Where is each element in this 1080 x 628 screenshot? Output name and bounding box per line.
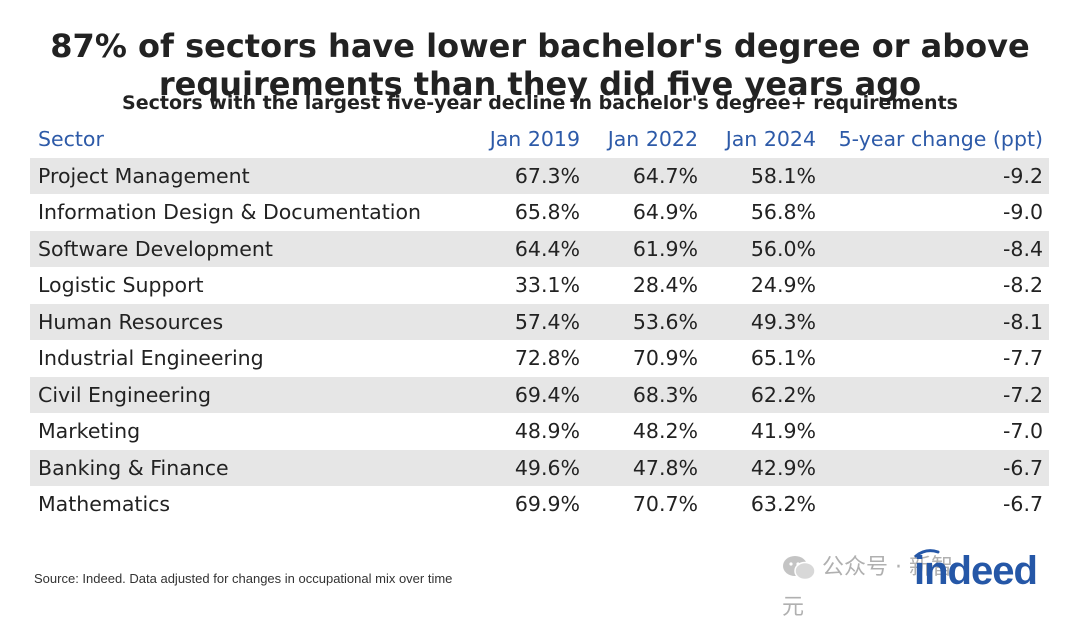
- cell-jan-2022: 48.2%: [632, 419, 698, 444]
- cell-jan-2022: 28.4%: [632, 273, 698, 298]
- chart-subtitle: Sectors with the largest five-year decli…: [122, 92, 958, 114]
- cell-jan-2019: 69.9%: [514, 492, 580, 517]
- cell-5-year-change: -8.2: [1003, 273, 1043, 298]
- cell-jan-2024: 41.9%: [750, 419, 816, 444]
- cell-5-year-change: -7.0: [1003, 419, 1043, 444]
- cell-5-year-change: -6.7: [816, 449, 1049, 486]
- cell-5-year-change: -8.4: [816, 230, 1049, 267]
- cell-jan-2022: 64.9%: [632, 200, 698, 225]
- sector-table: Sector Jan 2019 Jan 2022 Jan 2024 5-year…: [30, 121, 1049, 523]
- cell-jan-2019: 69.4%: [460, 376, 580, 413]
- cell-jan-2024: 63.2%: [750, 492, 816, 517]
- wechat-icon: [783, 556, 816, 581]
- cell-5-year-change: -6.7: [1003, 492, 1043, 517]
- cell-sector: Logistic Support: [38, 273, 204, 298]
- table-row: Information Design & Documentation 65.8% 6…: [30, 194, 1049, 231]
- cell-jan-2024: 24.9%: [750, 273, 816, 298]
- column-header-5-year-change: 5-year change (ppt): [838, 127, 1043, 152]
- cell-jan-2024: 56.8%: [750, 200, 816, 225]
- cell-jan-2022: 70.9%: [632, 346, 698, 371]
- table-row: Logistic Support 33.1% 28.4% 24.9% -8.2: [30, 267, 1049, 304]
- cell-jan-2019: 48.9%: [514, 419, 580, 444]
- cell-jan-2019: 72.8%: [514, 346, 580, 371]
- table-body: Project Management 67.3% 64.7% 58.1% -9.2 Inf…: [30, 157, 1049, 523]
- cell-jan-2022: 61.9%: [580, 230, 698, 267]
- cell-jan-2022: 70.7%: [632, 492, 698, 517]
- table-row: Human Resources 57.4% 53.6% 49.3% -8.1: [30, 303, 1049, 340]
- cell-sector: Marketing: [38, 419, 141, 444]
- cell-sector: Project Management: [30, 157, 460, 194]
- table-row: Marketing 48.9% 48.2% 41.9% -7.0: [30, 413, 1049, 450]
- cell-jan-2024: 62.2%: [698, 376, 816, 413]
- indeed-logo: indeed: [914, 549, 1038, 592]
- table-row: Industrial Engineering 72.8% 70.9% 65.1% -7.…: [30, 340, 1049, 377]
- cell-jan-2024: 56.0%: [698, 230, 816, 267]
- cell-jan-2024: 58.1%: [698, 157, 816, 194]
- cell-sector: Mathematics: [38, 492, 171, 517]
- table-row: Civil Engineering 69.4% 68.3% 62.2% -7.2: [30, 376, 1049, 413]
- cell-jan-2024: 49.3%: [698, 303, 816, 340]
- cell-jan-2024: 65.1%: [750, 346, 816, 371]
- column-header-jan-2022: Jan 2022: [607, 127, 698, 152]
- cell-sector: Information Design & Documentation: [38, 200, 422, 225]
- table-header-row: Sector Jan 2019 Jan 2022 Jan 2024 5-year…: [30, 121, 1049, 158]
- cell-jan-2024: 42.9%: [698, 449, 816, 486]
- cell-jan-2022: 64.7%: [580, 157, 698, 194]
- column-header-jan-2024: Jan 2024: [725, 127, 816, 152]
- table-row: Project Management 67.3% 64.7% 58.1% -9.2: [30, 157, 1049, 194]
- chart-title-line-2: requirements than they did five years ag…: [158, 65, 922, 104]
- cell-sector: Industrial Engineering: [38, 346, 264, 371]
- cell-jan-2022: 53.6%: [580, 303, 698, 340]
- chart-title: 87% of sectors have lower bachelor's deg…: [0, 27, 1080, 103]
- indeed-logo-text: indeed: [914, 549, 1037, 592]
- cell-sector: Software Development: [30, 230, 460, 267]
- cell-jan-2022: 47.8%: [580, 449, 698, 486]
- cell-sector: Banking & Finance: [30, 449, 460, 486]
- cell-sector: Human Resources: [30, 303, 460, 340]
- cell-sector: Civil Engineering: [30, 376, 460, 413]
- cell-5-year-change: -7.2: [816, 376, 1049, 413]
- cell-jan-2019: 67.3%: [460, 157, 580, 194]
- column-header-sector: Sector: [38, 127, 104, 152]
- table-row: Software Development 64.4% 61.9% 56.0% -8.4: [30, 230, 1049, 267]
- chart-title-line-1: 87% of sectors have lower bachelor's deg…: [50, 27, 1030, 66]
- cell-jan-2022: 68.3%: [580, 376, 698, 413]
- table-row: Banking & Finance 49.6% 47.8% 42.9% -6.7: [30, 449, 1049, 486]
- cell-jan-2019: 64.4%: [460, 230, 580, 267]
- cell-5-year-change: -9.0: [1003, 200, 1043, 225]
- cell-jan-2019: 33.1%: [514, 273, 580, 298]
- column-header-jan-2019: Jan 2019: [489, 127, 580, 152]
- indeed-logo-arc-icon: [914, 549, 940, 558]
- cell-jan-2019: 49.6%: [460, 449, 580, 486]
- cell-jan-2019: 57.4%: [460, 303, 580, 340]
- cell-5-year-change: -9.2: [816, 157, 1049, 194]
- table-row: Mathematics 69.9% 70.7% 63.2% -6.7: [30, 486, 1049, 523]
- cell-5-year-change: -8.1: [816, 303, 1049, 340]
- source-note: Source: Indeed. Data adjusted for change…: [34, 571, 453, 586]
- cell-5-year-change: -7.7: [1003, 346, 1043, 371]
- cell-jan-2019: 65.8%: [514, 200, 580, 225]
